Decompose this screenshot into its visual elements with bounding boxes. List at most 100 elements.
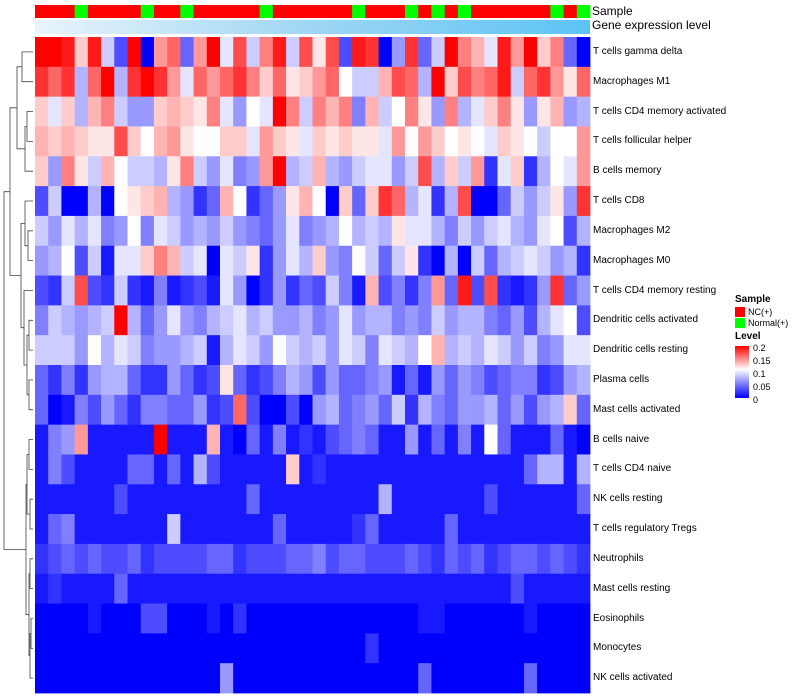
sample-bar-cell [206, 5, 221, 18]
heatmap-cell [74, 66, 89, 98]
heatmap-cell [74, 156, 89, 187]
heatmap-cell [206, 156, 221, 187]
heatmap-cell [101, 484, 115, 515]
heatmap-cell [193, 66, 208, 98]
heatmap-cell [365, 573, 379, 604]
heatmap-cell [537, 305, 551, 336]
heatmap-cell [140, 424, 155, 455]
heatmap-cell [61, 365, 76, 396]
heatmap-cell [35, 543, 49, 575]
heatmap-cell [74, 365, 89, 396]
heatmap-cell [352, 663, 366, 694]
heatmap-cell [246, 96, 261, 127]
heatmap-cell [537, 573, 551, 604]
dendrogram-branch [30, 618, 33, 649]
heatmap-cell [338, 454, 353, 485]
heatmap-cell [87, 573, 102, 604]
heatmap-cell [193, 663, 208, 694]
heatmap-cell [140, 275, 155, 306]
heatmap-cell [378, 186, 393, 217]
heatmap-cell [127, 305, 142, 336]
heatmap-cell [35, 126, 49, 157]
heatmap-cell [246, 37, 261, 68]
level-tick-2: 0.1 [749, 370, 766, 379]
heatmap-cell [444, 126, 459, 157]
sample-bar-cell [325, 5, 340, 18]
heatmap-cell [444, 275, 459, 306]
heatmap-cell [48, 37, 62, 68]
heatmap-cell [510, 186, 525, 217]
heatmap-cell [391, 126, 406, 157]
heatmap-cell [127, 275, 142, 306]
heatmap-cell [457, 633, 472, 664]
heatmap-cell [550, 66, 564, 98]
heatmap-cell [457, 275, 472, 306]
heatmap-cell [233, 305, 247, 336]
heatmap-cell [444, 663, 459, 694]
heatmap-cell [391, 603, 406, 634]
heatmap-cell [550, 543, 564, 575]
gene-expression-level-bar [35, 20, 590, 34]
heatmap-cell [431, 365, 446, 396]
heatmap-cell [484, 215, 498, 247]
sample-bar-cell [246, 5, 261, 18]
dendrogram-branch [29, 498, 33, 530]
heatmap-cell [444, 514, 459, 545]
legend-item-normal: Normal(+) [735, 317, 797, 328]
heatmap-cell [405, 573, 419, 604]
heatmap-cell [563, 335, 578, 366]
heatmap-cell [537, 126, 551, 157]
heatmap-cell [127, 424, 142, 455]
heatmap-cell [537, 543, 551, 575]
heatmap-cell [101, 365, 115, 396]
heatmap-cell [299, 663, 313, 694]
heatmap-cell [431, 245, 446, 276]
heatmap-cell [378, 245, 393, 276]
heatmap-cell [246, 66, 261, 98]
heatmap-cell [259, 215, 274, 247]
dendrogram-branch [28, 379, 33, 411]
heatmap-cell [220, 215, 234, 247]
heatmap-cell [193, 424, 208, 455]
heatmap-cell [338, 663, 353, 694]
heatmap-cell [471, 305, 485, 336]
heatmap-cell [206, 484, 221, 515]
heatmap-cell [259, 305, 274, 336]
sample-bar-cell [259, 5, 274, 18]
heatmap-cell [391, 305, 406, 336]
heatmap-cell [286, 335, 300, 366]
heatmap-cell [563, 275, 578, 306]
heatmap-cell [497, 245, 512, 276]
heatmap-cell [312, 275, 327, 306]
heatmap-cell [563, 454, 578, 485]
heatmap-cell [259, 156, 274, 187]
heatmap-cell [550, 365, 564, 396]
heatmap-cell [74, 603, 89, 634]
heatmap-cell [444, 394, 459, 426]
heatmap-cell [206, 126, 221, 157]
heatmap-cell [431, 126, 446, 157]
heatmap-cell [233, 514, 247, 545]
legend-label-normal: Normal(+) [748, 317, 789, 328]
legend-item-nc: NC(+) [735, 306, 797, 317]
heatmap-cell [48, 454, 62, 485]
level-color-bar [735, 346, 749, 398]
heatmap-cell [299, 454, 313, 485]
heatmap-cell [471, 424, 485, 455]
sample-bar-cell [87, 5, 102, 18]
heatmap-cell [206, 96, 221, 127]
heatmap-cell [471, 633, 485, 664]
heatmap-cell [457, 245, 472, 276]
row-label: Plasma cells [593, 373, 650, 385]
sample-bar-cell [140, 5, 155, 18]
heatmap-cell [484, 663, 498, 694]
heatmap-cell [576, 275, 591, 306]
heatmap-cell [431, 514, 446, 545]
heatmap-cell [193, 335, 208, 366]
heatmap-cell [550, 424, 564, 455]
heatmap-cell [457, 66, 472, 98]
heatmap-cell [140, 37, 155, 68]
heatmap-cell [338, 484, 353, 515]
heatmap-cell [87, 156, 102, 187]
heatmap-cell [193, 454, 208, 485]
